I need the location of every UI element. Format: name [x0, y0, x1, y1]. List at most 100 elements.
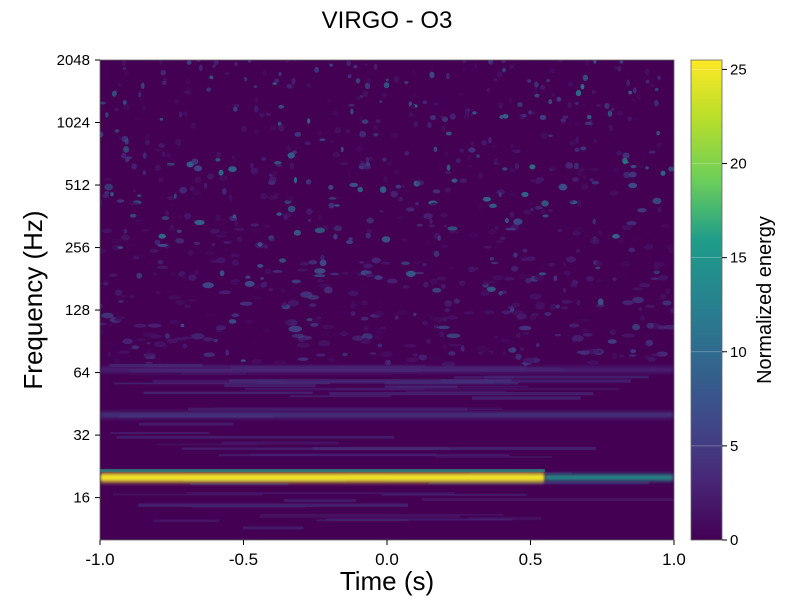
- noise-speck: [441, 125, 446, 132]
- noise-speck: [324, 286, 333, 294]
- noise-speck: [510, 143, 514, 148]
- energy-band: [544, 474, 674, 481]
- noise-speck: [402, 238, 408, 243]
- noise-speck: [515, 353, 522, 360]
- noise-speck: [219, 174, 228, 182]
- noise-speck: [645, 339, 654, 347]
- noise-speck: [254, 179, 259, 185]
- noise-speck: [318, 340, 331, 347]
- x-tick-label: -0.5: [229, 550, 258, 569]
- colorbar-tick-label: 0: [730, 532, 738, 549]
- noise-speck: [263, 224, 271, 228]
- noise-speck: [577, 200, 582, 207]
- plot-background: [100, 60, 674, 540]
- noise-speck: [592, 218, 597, 225]
- noise-speck: [591, 180, 600, 185]
- noise-speck: [283, 214, 288, 220]
- noise-speck: [571, 335, 584, 342]
- noise-speck: [413, 271, 425, 275]
- noise-speck: [560, 306, 569, 310]
- noise-speck: [309, 303, 317, 307]
- noise-speck: [648, 150, 656, 154]
- noise-speck: [428, 224, 436, 228]
- noise-speck: [348, 237, 353, 241]
- noise-speck: [285, 195, 295, 201]
- noise-speck: [453, 298, 460, 304]
- noise-speck: [607, 339, 617, 344]
- noise-speck: [100, 248, 107, 254]
- noise-speck: [468, 266, 476, 273]
- noise-speck: [206, 173, 215, 180]
- noise-speck: [203, 352, 216, 358]
- noise-speck: [618, 273, 630, 277]
- noise-stripe: [242, 526, 304, 530]
- noise-speck: [191, 189, 202, 196]
- y-tick-label: 256: [65, 240, 90, 257]
- colorbar-gridlines: [691, 69, 722, 447]
- noise-speck: [439, 330, 445, 338]
- noise-speck: [644, 68, 650, 76]
- noise-speck: [653, 263, 661, 270]
- noise-speck: [373, 310, 385, 317]
- noise-speck: [669, 307, 674, 314]
- noise-speck: [470, 108, 475, 112]
- noise-speck: [628, 354, 637, 357]
- noise-speck: [575, 249, 581, 253]
- noise-speck: [534, 206, 543, 210]
- noise-speck: [506, 340, 520, 346]
- noise-speck: [183, 213, 192, 220]
- noise-speck: [400, 261, 410, 265]
- noise-speck: [520, 255, 527, 259]
- noise-stripe: [109, 363, 203, 367]
- noise-speck: [189, 186, 195, 191]
- noise-speck: [328, 185, 334, 190]
- noise-speck: [448, 351, 456, 356]
- noise-speck: [627, 116, 632, 122]
- noise-speck: [445, 73, 450, 80]
- noise-speck: [350, 311, 356, 316]
- noise-speck: [241, 125, 247, 133]
- noise-speck: [429, 278, 438, 285]
- noise-speck: [286, 146, 291, 151]
- noise-speck: [332, 110, 339, 116]
- noise-speck: [633, 117, 639, 121]
- noise-speck: [525, 256, 536, 262]
- noise-speck: [477, 203, 484, 210]
- noise-speck: [262, 328, 270, 333]
- noise-speck: [628, 182, 638, 189]
- noise-speck: [274, 160, 282, 165]
- noise-speck: [444, 171, 452, 175]
- noise-speck: [122, 67, 127, 70]
- noise-speck: [129, 243, 137, 247]
- noise-speck: [402, 285, 410, 289]
- noise-speck: [597, 298, 604, 306]
- noise-speck: [202, 282, 214, 289]
- noise-speck: [612, 234, 620, 239]
- noise-speck: [102, 193, 110, 199]
- noise-speck: [212, 64, 216, 68]
- noise-speck: [355, 95, 362, 101]
- noise-speck: [508, 347, 517, 353]
- plot-area: [100, 60, 674, 540]
- noise-speck: [474, 62, 478, 69]
- noise-speck: [654, 87, 659, 92]
- energy-band: [100, 367, 674, 373]
- noise-speck: [247, 60, 252, 63]
- noise-speck: [511, 302, 521, 308]
- noise-speck: [626, 79, 630, 87]
- noise-speck: [412, 92, 417, 98]
- noise-stripe: [259, 514, 461, 519]
- noise-speck: [375, 330, 383, 335]
- noise-speck: [334, 310, 344, 314]
- noise-speck: [432, 189, 441, 194]
- noise-speck: [467, 164, 473, 168]
- colorbar-frame: [690, 59, 723, 541]
- noise-speck: [105, 111, 109, 118]
- noise-speck: [304, 141, 311, 146]
- noise-speck: [643, 333, 651, 339]
- noise-speck: [120, 234, 131, 241]
- noise-speck: [371, 257, 382, 264]
- noise-speck: [374, 275, 383, 280]
- noise-speck: [575, 90, 582, 97]
- noise-speck: [166, 196, 176, 201]
